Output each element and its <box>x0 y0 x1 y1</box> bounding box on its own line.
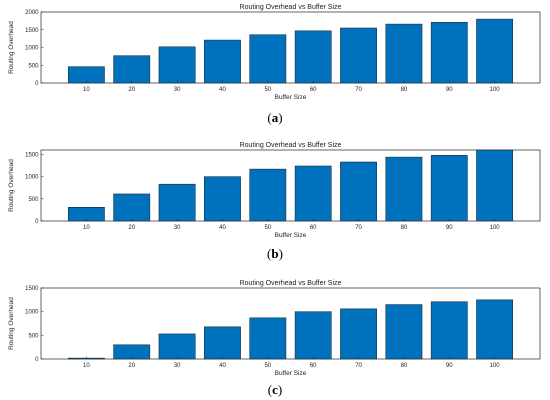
y-tick-label: 1000 <box>25 175 39 181</box>
x-tick-label: 70 <box>355 225 362 231</box>
x-tick-label: 20 <box>128 363 135 369</box>
y-axis-label: Routing Overhead <box>8 297 15 350</box>
bar-30 <box>158 183 196 222</box>
x-tick-label: 10 <box>83 225 90 231</box>
y-tick-label: 1500 <box>25 152 39 158</box>
x-tick-label: 10 <box>83 87 90 93</box>
x-tick-label: 90 <box>446 225 453 231</box>
x-tick-label: 60 <box>310 225 317 231</box>
x-tick-label: 30 <box>174 363 181 369</box>
bar-90 <box>430 22 468 84</box>
x-tick-label: 100 <box>490 87 501 93</box>
bar-40 <box>204 326 241 360</box>
x-tick-label: 80 <box>401 87 408 93</box>
y-axis-label: Routing Overhead <box>8 21 15 74</box>
chart-title: Routing Overhead vs Buffer Size <box>240 4 342 11</box>
x-tick-label: 40 <box>219 225 226 231</box>
figure-caption: (b) <box>267 246 283 261</box>
x-tick-label: 70 <box>355 87 362 93</box>
y-tick-label: 500 <box>28 63 39 69</box>
bar-40 <box>204 176 241 222</box>
bar-70 <box>340 27 377 84</box>
x-axis-label: Buffer Size <box>275 232 307 239</box>
chart-c: 10 20 30 40 50 60 70 80 90 100050010001500Routing… <box>8 280 541 397</box>
bar-40 <box>204 39 241 84</box>
y-tick-label: 1000 <box>25 46 39 52</box>
bar-20 <box>113 55 151 84</box>
y-tick-label: 1000 <box>25 310 39 316</box>
x-tick-label: 40 <box>219 87 226 93</box>
y-tick-label: 0 <box>35 81 39 87</box>
bar-50 <box>249 34 287 84</box>
x-tick-label: 90 <box>446 87 453 93</box>
x-tick-label: 50 <box>264 363 271 369</box>
y-tick-label: 0 <box>35 357 39 363</box>
bar-100 <box>476 18 514 84</box>
y-tick-label: 500 <box>28 197 39 203</box>
bar-80 <box>385 23 423 84</box>
x-tick-label: 30 <box>174 225 181 231</box>
figure-caption: (c) <box>268 382 282 397</box>
y-tick-label: 0 <box>35 219 39 225</box>
x-tick-label: 60 <box>310 363 317 369</box>
x-tick-label: 10 <box>83 363 90 369</box>
x-axis-label: Buffer Size <box>275 94 307 101</box>
bar-80 <box>385 304 423 360</box>
x-tick-label: 40 <box>219 363 226 369</box>
bar-60 <box>294 30 332 84</box>
bar-70 <box>340 308 377 360</box>
bar-100 <box>476 299 514 360</box>
x-tick-label: 80 <box>401 363 408 369</box>
bar-30 <box>158 46 196 84</box>
x-tick-label: 100 <box>490 225 501 231</box>
bar-90 <box>430 155 468 222</box>
bar-60 <box>294 311 332 360</box>
x-tick-label: 30 <box>174 87 181 93</box>
x-tick-label: 50 <box>264 87 271 93</box>
bar-50 <box>249 317 287 360</box>
chart-title: Routing Overhead vs Buffer Size <box>240 142 342 149</box>
y-tick-label: 1500 <box>25 286 39 292</box>
y-axis-label: Routing Overhead <box>8 159 15 212</box>
x-tick-label: 20 <box>128 87 135 93</box>
bar-20 <box>113 193 151 222</box>
chart-title: Routing Overhead vs Buffer Size <box>240 280 342 287</box>
bar-100 <box>476 149 514 222</box>
x-tick-label: 100 <box>490 363 501 369</box>
chart-b: 10 20 30 40 50 60 70 80 90 100050010001500Routing… <box>8 142 541 261</box>
bar-80 <box>385 156 423 222</box>
x-tick-label: 50 <box>264 225 271 231</box>
x-tick-label: 90 <box>446 363 453 369</box>
x-tick-label: 70 <box>355 363 362 369</box>
bar-30 <box>158 333 196 360</box>
chart-a: 10 20 30 40 50 60 70 80 90 1000500100015002000Rou… <box>8 4 541 125</box>
figure-caption: (a) <box>267 110 282 125</box>
x-tick-label: 60 <box>310 87 317 93</box>
bar-90 <box>430 301 468 360</box>
y-tick-label: 2000 <box>25 10 39 16</box>
x-tick-label: 80 <box>401 225 408 231</box>
bar-60 <box>294 165 332 222</box>
bar-70 <box>340 161 377 222</box>
bar-50 <box>249 168 287 222</box>
x-axis-label: Buffer Size <box>275 370 307 377</box>
x-tick-label: 20 <box>128 225 135 231</box>
y-tick-label: 500 <box>28 333 39 339</box>
y-tick-label: 1500 <box>25 28 39 34</box>
